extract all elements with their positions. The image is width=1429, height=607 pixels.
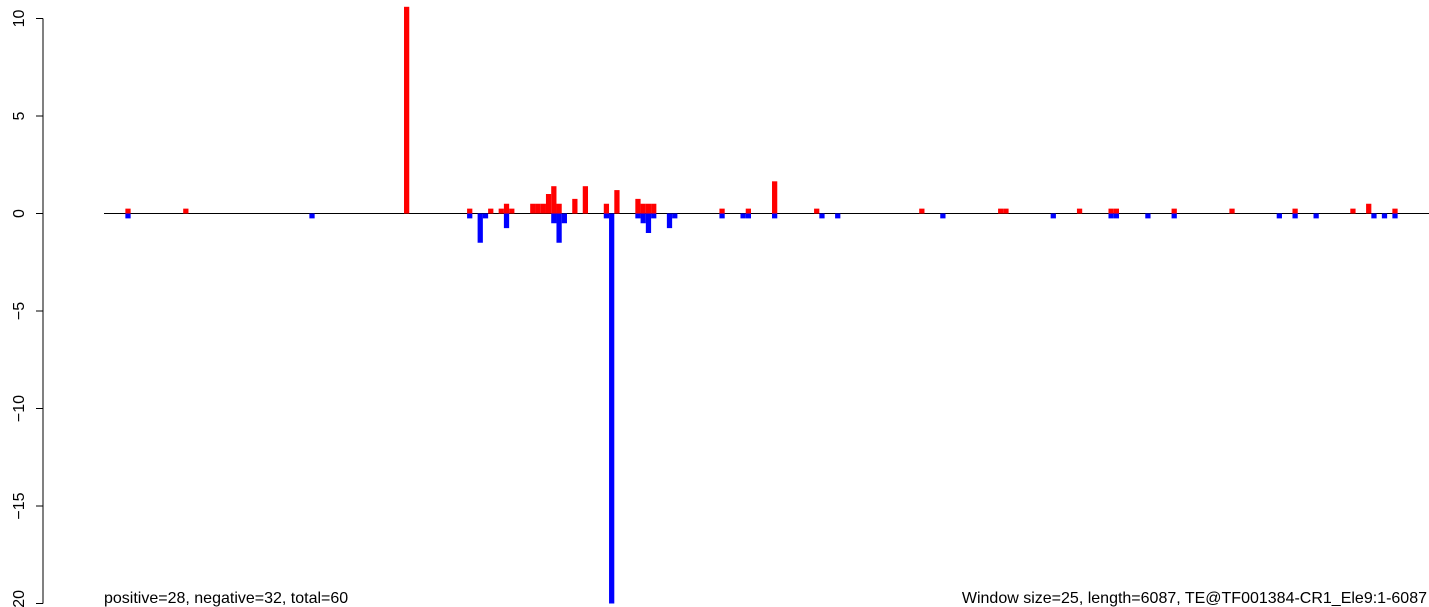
negative-bar (309, 213, 315, 219)
negative-bar (603, 213, 610, 219)
negative-bar (745, 213, 751, 219)
positive-bar (183, 208, 189, 214)
y-tick-label: −20 (11, 590, 28, 607)
negative-bar (467, 213, 473, 219)
positive-bar (1113, 208, 1119, 214)
positive-bar (651, 203, 657, 214)
negative-bar (125, 213, 131, 219)
positive-bar (1292, 208, 1298, 214)
positive-bar (1171, 208, 1177, 214)
negative-bar (503, 213, 510, 229)
negative-bar (1113, 213, 1119, 219)
negative-bar (1313, 213, 1319, 219)
positive-bar (545, 194, 552, 214)
negative-bar (1292, 213, 1298, 219)
negative-bar (740, 213, 746, 219)
positive-bar (1350, 208, 1356, 214)
negative-bar (482, 213, 489, 219)
positive-bar (1366, 203, 1372, 214)
positive-bar (614, 190, 620, 214)
negative-bar (1171, 213, 1177, 219)
positive-bar (640, 203, 646, 214)
positive-bar (509, 208, 515, 214)
summary-counts-label: positive=28, negative=32, total=60 (104, 590, 348, 607)
positive-bar (1076, 208, 1083, 214)
negative-bar (672, 213, 678, 219)
y-tick-label: −10 (11, 395, 28, 422)
negative-bar (551, 213, 557, 224)
positive-bar (498, 208, 504, 214)
positive-bar (572, 198, 578, 214)
positive-bar (467, 208, 473, 214)
y-axis: 10 5 0 −5 −10 −15 −20 (11, 10, 44, 607)
y-tick-label: −15 (11, 492, 28, 519)
negative-bar (835, 213, 841, 219)
positive-bar (745, 208, 751, 214)
negative-bar (1145, 213, 1151, 219)
negative-bar (719, 213, 725, 219)
positive-bar (719, 208, 725, 214)
negative-bar (940, 213, 946, 219)
positive-bar (998, 208, 1004, 214)
negative-bar (1392, 213, 1398, 219)
positive-bar (645, 203, 652, 214)
positive-bar (1229, 208, 1235, 214)
positive-bar (556, 203, 562, 214)
negative-bar (477, 213, 483, 243)
positive-bar (125, 208, 131, 214)
negative-bar (1108, 213, 1114, 219)
negative-bar (640, 213, 646, 224)
positive-bar (530, 203, 536, 214)
positive-bar (1003, 208, 1009, 214)
negative-bar (666, 213, 673, 229)
negative-bar (635, 213, 641, 219)
negative-bar (1050, 213, 1056, 219)
positive-bar (772, 181, 778, 214)
negative-bar (561, 213, 567, 224)
y-tick-label: −5 (11, 302, 28, 320)
positive-bar (814, 208, 820, 214)
window-info-label: Window size=25, length=6087, TE@TF001384… (962, 590, 1427, 607)
positive-bar (551, 186, 557, 214)
positive-bar (582, 186, 589, 214)
positive-bar (488, 208, 494, 214)
positive-bar (635, 198, 641, 214)
bars-group (125, 6, 1398, 604)
y-tick-label: 5 (11, 111, 28, 120)
positive-bar (603, 203, 610, 214)
negative-bar (651, 213, 657, 219)
positive-bar (1108, 208, 1114, 214)
negative-bar (772, 213, 778, 219)
positive-bar (540, 203, 546, 214)
positive-bar (404, 6, 410, 214)
negative-bar (645, 213, 652, 233)
y-tick-label: 0 (11, 209, 28, 218)
positive-bar (1392, 208, 1398, 214)
negative-bar (609, 213, 615, 604)
negative-bar (556, 213, 562, 243)
negative-bar (1276, 213, 1282, 219)
y-tick-label: 10 (11, 10, 28, 28)
positive-bar (503, 203, 510, 214)
positive-bar (535, 203, 541, 214)
negative-bar (1371, 213, 1377, 219)
negative-bar (819, 213, 825, 219)
positive-bar (919, 208, 925, 214)
negative-bar (1381, 213, 1388, 219)
